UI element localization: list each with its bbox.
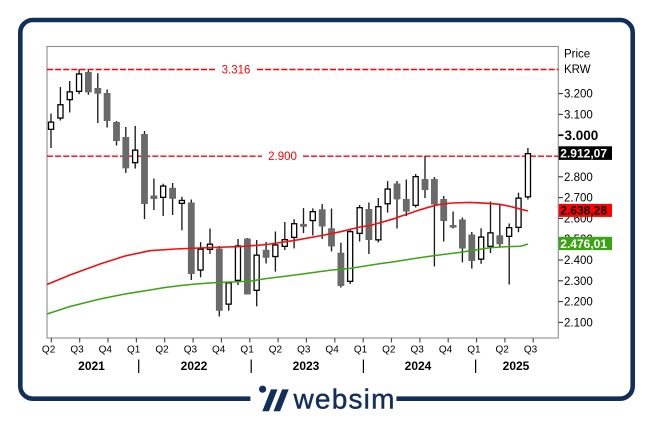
svg-text:2.400: 2.400 [564,255,593,267]
svg-text:2.800: 2.800 [564,172,593,184]
svg-text:Q1: Q1 [127,345,141,356]
svg-text:Q2: Q2 [382,345,396,356]
svg-text:Q4: Q4 [212,345,226,356]
svg-text:2.700: 2.700 [564,193,593,205]
svg-text:2.900: 2.900 [268,151,297,163]
svg-text:Q3: Q3 [411,345,425,356]
svg-text:Q2: Q2 [155,345,169,356]
svg-text:Q3: Q3 [524,345,538,356]
svg-text:Q4: Q4 [325,345,339,356]
svg-text:Q4: Q4 [99,345,113,356]
svg-text:2.300: 2.300 [564,276,593,288]
svg-text:Q3: Q3 [70,345,84,356]
svg-text:Q1: Q1 [354,345,368,356]
svg-text:3.000: 3.000 [565,128,599,143]
svg-text:2023: 2023 [293,359,320,373]
svg-text:Q2: Q2 [42,345,56,356]
svg-text:2.912,07: 2.912,07 [560,146,607,160]
svg-text:Q4: Q4 [439,345,453,356]
svg-text:2.638,28: 2.638,28 [560,204,607,218]
svg-text:Q2: Q2 [269,345,283,356]
svg-text:Q2: Q2 [496,345,510,356]
svg-text:2.100: 2.100 [564,317,593,329]
svg-text:KRW: KRW [564,64,591,76]
svg-text:Price: Price [564,49,590,61]
svg-text:2025: 2025 [503,359,530,373]
svg-text:Q1: Q1 [467,345,481,356]
svg-text:2022: 2022 [181,359,208,373]
svg-text:Q1: Q1 [240,345,254,356]
svg-text:2024: 2024 [405,359,432,373]
svg-text:3.200: 3.200 [564,89,593,101]
svg-text:2.200: 2.200 [564,297,593,309]
svg-text:2021: 2021 [78,359,105,373]
svg-text:websim: websim [293,383,396,414]
svg-text:Q3: Q3 [297,345,311,356]
svg-text:3.316: 3.316 [222,65,251,77]
svg-text:2.476,01: 2.476,01 [560,237,607,251]
svg-text:Q3: Q3 [184,345,198,356]
svg-text:3.100: 3.100 [564,109,593,121]
